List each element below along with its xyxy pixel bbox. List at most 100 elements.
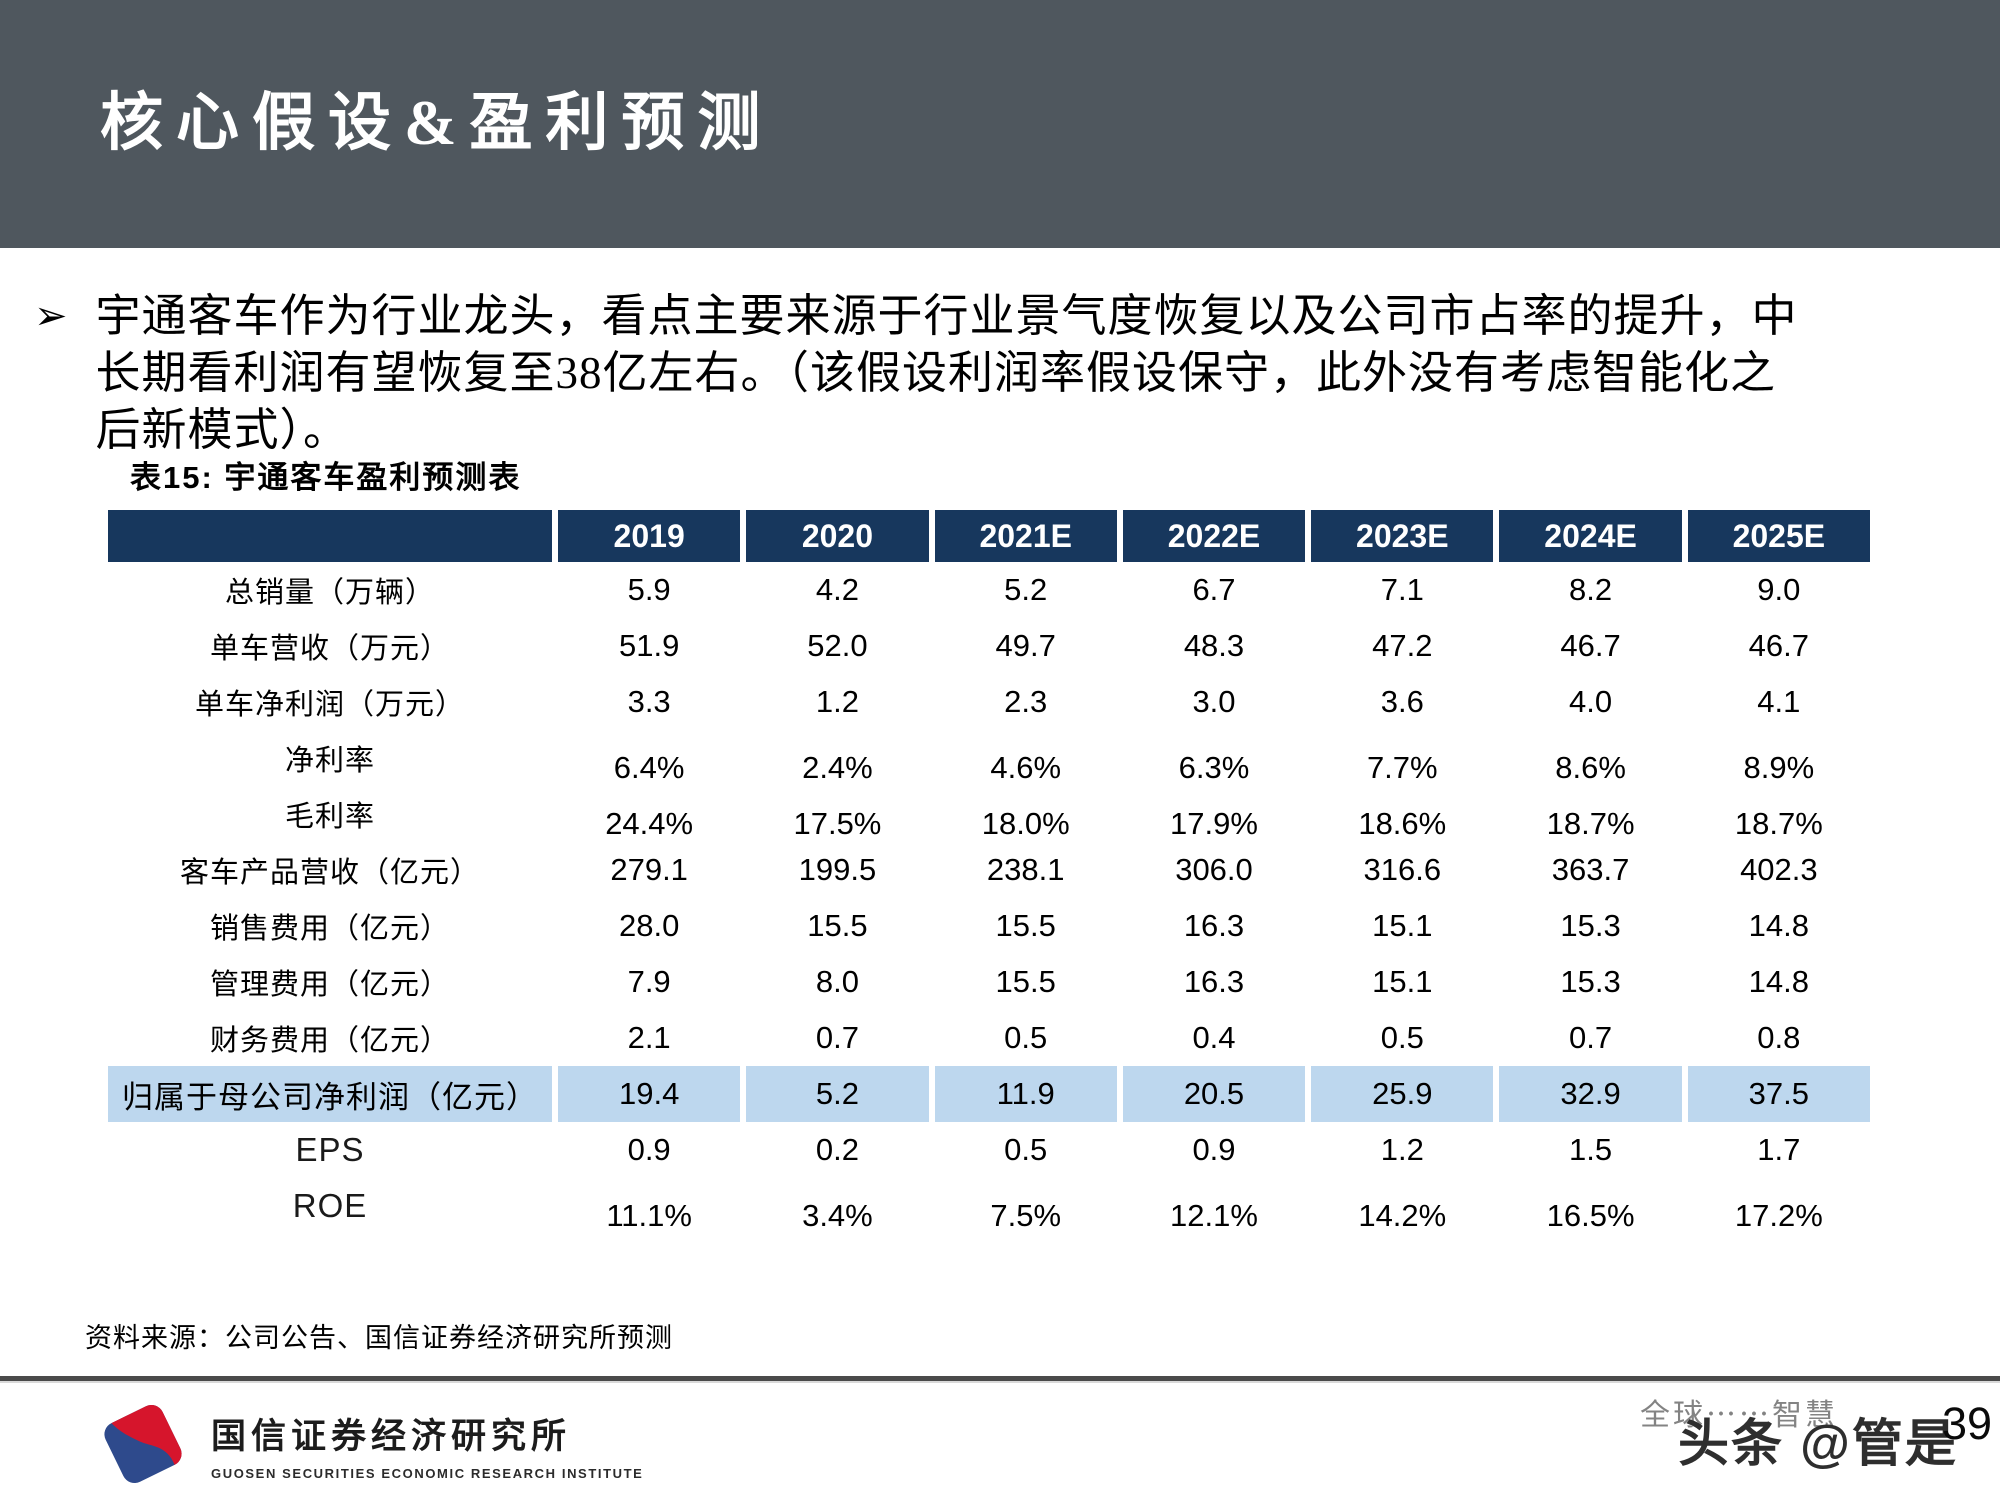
logo-text-cn: 国信证券经济研究所 <box>211 1416 572 1456</box>
value-cell: 5.2 <box>746 1066 929 1122</box>
table-row: EPS 0.9 0.2 0.5 0.9 1.2 1.5 1.7 <box>108 1122 1870 1178</box>
value-cell: 0.5 <box>1004 1020 1048 1055</box>
table-row: 单车营收（万元） 51.9 52.0 49.7 48.3 47.2 46.7 46.7 <box>108 618 1870 674</box>
value-cell: 15.3 <box>1560 964 1621 999</box>
value-cell: 37.5 <box>1687 1066 1870 1122</box>
table-header-cell: 2024E <box>1499 510 1682 562</box>
value-cell: 14.2% <box>1358 1198 1447 1233</box>
row-label-cell: 销售费用（亿元） <box>209 913 450 945</box>
value-cell: 1.5 <box>1569 1132 1613 1167</box>
page-title: 核心假设&盈利预测 <box>100 88 774 158</box>
value-cell: 7.7% <box>1366 750 1438 785</box>
value-cell: 0.7 <box>815 1020 859 1055</box>
table-header-cell: 2022E <box>1122 510 1306 562</box>
value-cell: 18.7% <box>1546 806 1635 841</box>
value-cell: 3.4% <box>802 1198 873 1233</box>
footer-divider <box>0 1376 2000 1383</box>
table-header-cell: 2021E <box>934 510 1117 562</box>
value-cell: 20.5 <box>1122 1066 1306 1122</box>
row-label-cell: 单车净利润（万元） <box>194 689 465 721</box>
value-cell: 0.9 <box>627 1132 671 1167</box>
bullet-item: ➢ 宇通客车作为行业龙头，看点主要来源于行业景气度恢复以及公司市占率的提升，中 … <box>34 288 1964 459</box>
value-cell: 15.1 <box>1372 964 1433 999</box>
table-header-row: 2019 2020 2021E 2022E 2023E 2024E 2025E <box>108 510 1870 562</box>
row-label-cell: EPS <box>295 1131 365 1168</box>
table-row: 销售费用（亿元） 28.0 15.5 15.5 16.3 15.1 15.3 14.8 <box>108 898 1870 954</box>
value-cell: 0.9 <box>1192 1132 1236 1167</box>
value-cell: 4.1 <box>1757 684 1801 719</box>
value-cell: 2.4% <box>802 750 873 785</box>
bullet-arrow-icon: ➢ <box>34 294 68 338</box>
table-row: 单车净利润（万元） 3.3 1.2 2.3 3.0 3.6 4.0 4.1 <box>108 674 1870 730</box>
table-body: 总销量（万辆） 5.9 4.2 5.2 6.7 7.1 8.2 9.0 单车营收（万元） 51.9… <box>108 562 1870 1234</box>
value-cell: 316.6 <box>1363 852 1442 887</box>
logo-text: 国信证券经济研究所 GUOSEN SECURITIES ECONOMIC RES… <box>211 1408 643 1481</box>
table-row: 归属于母公司净利润（亿元） 19.4 5.2 11.9 20.5 25.9 32.9 37.5 <box>108 1066 1870 1122</box>
page-number: 39 <box>1942 1398 1993 1449</box>
value-cell: 17.5% <box>793 806 882 841</box>
row-label-cell: 管理费用（亿元） <box>209 969 450 1001</box>
table-row: 总销量（万辆） 5.9 4.2 5.2 6.7 7.1 8.2 9.0 <box>108 562 1870 618</box>
value-cell: 8.0 <box>815 964 859 999</box>
value-cell: 0.5 <box>1004 1132 1048 1167</box>
value-cell: 4.2 <box>815 572 859 607</box>
row-label-cell: 净利率 <box>284 745 375 777</box>
row-label-cell: 毛利率 <box>284 801 375 833</box>
value-cell: 2.1 <box>627 1020 671 1055</box>
value-cell: 3.3 <box>627 684 671 719</box>
logo: 国信证券经济研究所 GUOSEN SECURITIES ECONOMIC RES… <box>95 1396 643 1492</box>
value-cell: 0.7 <box>1569 1020 1613 1055</box>
value-cell: 6.4% <box>613 750 685 785</box>
value-cell: 18.6% <box>1358 806 1447 841</box>
value-cell: 16.5% <box>1546 1198 1635 1233</box>
value-cell: 4.0 <box>1569 684 1613 719</box>
value-cell: 8.6% <box>1555 750 1626 785</box>
value-cell: 17.2% <box>1734 1198 1823 1233</box>
value-cell: 14.8 <box>1748 964 1810 999</box>
bullet-text: 宇通客车作为行业龙头，看点主要来源于行业景气度恢复以及公司市占率的提升，中 长期… <box>96 288 1798 459</box>
value-cell: 0.5 <box>1380 1020 1424 1055</box>
value-cell: 306.0 <box>1175 852 1253 887</box>
value-cell: 8.9% <box>1743 750 1815 785</box>
value-cell: 1.2 <box>1380 1132 1424 1167</box>
row-label-cell: 财务费用（亿元） <box>209 1025 450 1057</box>
value-cell: 279.1 <box>610 852 688 887</box>
value-cell: 7.5% <box>990 1198 1062 1233</box>
value-cell: 25.9 <box>1311 1066 1494 1122</box>
row-label-cell: 总销量（万辆） <box>224 577 435 609</box>
value-cell: 199.5 <box>798 852 877 887</box>
bullet-text-line: 宇通客车作为行业龙头，看点主要来源于行业景气度恢复以及公司市占率的提升，中 <box>95 291 1798 341</box>
value-cell: 47.2 <box>1372 628 1433 663</box>
source-note: 资料来源：公司公告、国信证券经济研究所预测 <box>85 1323 673 1353</box>
value-cell: 24.4% <box>605 806 694 841</box>
row-label-cell: ROE <box>292 1187 368 1224</box>
row-label-cell: 单车营收（万元） <box>209 633 450 665</box>
value-cell: 17.9% <box>1170 806 1258 841</box>
table-header-cell: 2023E <box>1311 510 1494 562</box>
value-cell: 18.7% <box>1734 806 1823 841</box>
value-cell: 16.3 <box>1183 964 1245 999</box>
value-cell: 6.3% <box>1178 750 1250 785</box>
table-row: 财务费用（亿元） 2.1 0.7 0.5 0.4 0.5 0.7 0.8 <box>108 1010 1870 1066</box>
table-row: 毛利率 24.4% 17.5% 18.0% 17.9% 18.6% 18.7% 18.7% <box>108 786 1870 842</box>
value-cell: 5.2 <box>1004 572 1048 607</box>
logo-mark-icon <box>104 1404 182 1484</box>
value-cell: 15.5 <box>995 908 1056 943</box>
value-cell: 19.4 <box>558 1066 741 1122</box>
value-cell: 52.0 <box>807 628 868 663</box>
value-cell: 1.7 <box>1757 1132 1801 1167</box>
value-cell: 11.1% <box>606 1198 692 1233</box>
value-cell: 9.0 <box>1757 572 1801 607</box>
title-band <box>0 0 2000 248</box>
value-cell: 1.2 <box>815 684 859 719</box>
logo-text-en: GUOSEN SECURITIES ECONOMIC RESEARCH INST… <box>211 1465 644 1481</box>
value-cell: 7.1 <box>1380 572 1424 607</box>
table-header-cell: 2019 <box>558 510 741 562</box>
value-cell: 15.5 <box>995 964 1056 999</box>
row-label-cell: 归属于母公司净利润（亿元） <box>108 1066 552 1122</box>
watermark-faint: 全球⋯⋯智慧 <box>1640 1399 1838 1432</box>
value-cell: 18.0% <box>981 806 1070 841</box>
table-row: 净利率 6.4% 2.4% 4.6% 6.3% 7.7% 8.6% 8.9% <box>108 730 1870 786</box>
value-cell: 2.3 <box>1004 684 1048 719</box>
